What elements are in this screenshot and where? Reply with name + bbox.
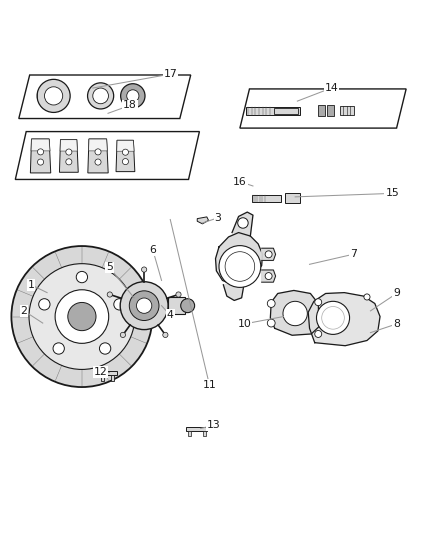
Text: 14: 14	[325, 83, 338, 93]
Circle shape	[95, 159, 101, 165]
Circle shape	[238, 218, 248, 228]
Polygon shape	[261, 270, 276, 282]
Bar	[246, 107, 300, 115]
Bar	[327, 105, 334, 116]
Circle shape	[265, 251, 272, 258]
Text: 1: 1	[28, 280, 35, 290]
Polygon shape	[88, 139, 108, 173]
Circle shape	[120, 84, 145, 108]
Circle shape	[267, 300, 275, 308]
Circle shape	[267, 319, 275, 327]
Text: 2: 2	[21, 306, 28, 316]
Text: 7: 7	[350, 249, 357, 260]
Circle shape	[141, 267, 147, 272]
Polygon shape	[232, 212, 253, 236]
Polygon shape	[240, 89, 406, 128]
Circle shape	[55, 290, 109, 343]
Polygon shape	[30, 139, 51, 173]
Polygon shape	[215, 232, 262, 285]
Circle shape	[66, 159, 72, 165]
Polygon shape	[270, 290, 319, 335]
Circle shape	[181, 298, 194, 313]
Polygon shape	[15, 132, 199, 180]
Bar	[285, 193, 300, 204]
Circle shape	[120, 282, 168, 329]
Polygon shape	[261, 248, 276, 261]
Circle shape	[315, 330, 322, 337]
Circle shape	[163, 332, 168, 337]
Circle shape	[99, 343, 111, 354]
Circle shape	[29, 264, 135, 369]
Text: 9: 9	[393, 288, 400, 298]
Circle shape	[66, 149, 72, 155]
Circle shape	[68, 302, 96, 330]
Bar	[101, 375, 104, 381]
Text: 17: 17	[163, 69, 177, 79]
Circle shape	[39, 298, 50, 310]
Text: 6: 6	[149, 245, 156, 255]
Circle shape	[122, 149, 128, 155]
Bar	[252, 195, 281, 201]
Circle shape	[45, 87, 63, 105]
Circle shape	[219, 246, 261, 287]
Bar	[274, 108, 298, 114]
Text: 18: 18	[123, 100, 137, 110]
Bar	[97, 371, 117, 375]
Polygon shape	[117, 140, 134, 151]
Circle shape	[317, 301, 350, 334]
Circle shape	[114, 298, 125, 310]
Circle shape	[95, 149, 101, 155]
Text: 13: 13	[207, 421, 221, 430]
Polygon shape	[60, 140, 78, 151]
Circle shape	[265, 272, 272, 279]
Bar	[203, 431, 206, 436]
Circle shape	[122, 158, 128, 165]
Circle shape	[93, 88, 109, 104]
Polygon shape	[88, 139, 107, 151]
Polygon shape	[19, 75, 191, 118]
Circle shape	[315, 298, 322, 305]
Text: 5: 5	[106, 262, 113, 272]
Polygon shape	[223, 283, 244, 301]
Circle shape	[120, 332, 126, 337]
Text: 16: 16	[233, 176, 247, 187]
Circle shape	[38, 159, 44, 165]
Circle shape	[37, 79, 70, 112]
Circle shape	[76, 271, 88, 282]
Polygon shape	[60, 140, 78, 172]
Polygon shape	[116, 140, 135, 172]
Text: 4: 4	[167, 310, 174, 320]
Circle shape	[127, 90, 139, 102]
Circle shape	[38, 149, 44, 155]
Circle shape	[137, 298, 152, 313]
Bar	[168, 297, 185, 314]
Text: 10: 10	[237, 319, 251, 329]
Circle shape	[176, 292, 181, 297]
Circle shape	[53, 343, 64, 354]
Text: 3: 3	[215, 213, 222, 223]
Bar	[111, 375, 114, 381]
Bar	[186, 427, 207, 431]
Circle shape	[129, 291, 159, 320]
Circle shape	[283, 301, 307, 326]
Polygon shape	[308, 293, 380, 346]
Text: 15: 15	[385, 188, 399, 198]
Polygon shape	[197, 217, 208, 224]
Text: 8: 8	[393, 319, 400, 329]
Text: 11: 11	[202, 380, 216, 390]
Bar	[340, 107, 354, 115]
Polygon shape	[31, 139, 50, 151]
Bar	[187, 431, 191, 436]
Text: 12: 12	[94, 367, 107, 377]
Circle shape	[88, 83, 114, 109]
Circle shape	[364, 294, 370, 300]
Circle shape	[107, 292, 113, 297]
Circle shape	[11, 246, 152, 387]
Bar	[318, 105, 325, 116]
